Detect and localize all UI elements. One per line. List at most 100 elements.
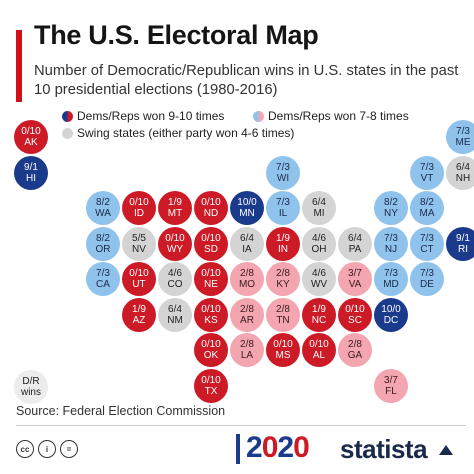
state-tile-la: 2/8 LA bbox=[230, 333, 264, 367]
state-tile-nm: 6/4 NM bbox=[158, 297, 192, 332]
state-tile-il: 7/3 IL bbox=[266, 191, 300, 225]
state-code-label: GA bbox=[347, 350, 363, 361]
state-code-label: OK bbox=[203, 350, 219, 361]
state-tile-sc: 0/10 SC bbox=[338, 297, 372, 332]
state-tile-tx: 0/10 TX bbox=[194, 368, 228, 403]
chart-title: The U.S. Electoral Map bbox=[34, 20, 319, 50]
state-code-label: HI bbox=[26, 172, 36, 184]
state-tile-mn: 10/0 MN bbox=[230, 191, 264, 225]
state-code-label: MN bbox=[239, 208, 255, 219]
statista-logo[interactable]: statista bbox=[340, 434, 428, 464]
state-code-label: NE bbox=[204, 279, 218, 290]
state-wins-label: 2/8 bbox=[276, 268, 290, 279]
legend-label-strong: Dems/Reps won 9-10 times bbox=[77, 109, 225, 123]
state-wins-label: 2/8 bbox=[276, 303, 290, 315]
state-wins-label: 6/4 bbox=[312, 197, 326, 208]
state-code-label: MI bbox=[313, 208, 325, 219]
title-accent-bar bbox=[16, 30, 22, 102]
election-year-logo: 2020 bbox=[246, 431, 310, 465]
state-code-label: MT bbox=[167, 208, 183, 219]
state-code-label: CT bbox=[420, 243, 434, 255]
state-wins-label: 9/1 bbox=[456, 232, 470, 244]
state-code-label: TN bbox=[276, 314, 290, 326]
year-digit: 2 bbox=[277, 431, 294, 464]
state-wins-label: 4/6 bbox=[168, 268, 182, 279]
value-key-line2: wins bbox=[20, 387, 41, 398]
legend-label-lean: Dems/Reps won 7-8 times bbox=[268, 109, 409, 123]
state-wins-label: 3/7 bbox=[384, 374, 398, 386]
state-wins-label: 9/1 bbox=[24, 161, 38, 173]
state-tile-az: 1/9 AZ bbox=[122, 297, 156, 332]
state-code-label: NH bbox=[455, 172, 471, 184]
state-tile-ia: 6/4 IA bbox=[230, 226, 264, 261]
state-tile-ok: 0/10 OK bbox=[194, 333, 228, 367]
state-code-label: WA bbox=[95, 208, 111, 219]
state-wins-label: 1/9 bbox=[312, 303, 326, 315]
state-code-label: SC bbox=[348, 314, 362, 326]
state-wins-label: 5/5 bbox=[132, 232, 146, 244]
state-tile-mi: 6/4 MI bbox=[302, 191, 336, 225]
state-code-label: IL bbox=[278, 208, 288, 219]
state-tile-in: 1/9 IN bbox=[266, 226, 300, 261]
state-code-label: NC bbox=[311, 314, 327, 326]
no-derivatives-icon[interactable]: = bbox=[60, 440, 78, 458]
state-tile-dc: 10/0 DC bbox=[374, 297, 408, 332]
state-code-label: ND bbox=[203, 208, 219, 219]
state-tile-ga: 2/8 GA bbox=[338, 333, 372, 367]
state-tile-ky: 2/8 KY bbox=[266, 262, 300, 296]
state-wins-label: 0/10 bbox=[273, 339, 293, 350]
state-tile-ks: 0/10 KS bbox=[194, 297, 228, 332]
state-wins-label: 0/10 bbox=[201, 232, 221, 244]
state-wins-label: 1/9 bbox=[132, 303, 146, 315]
state-tile-hi: 9/1 HI bbox=[14, 155, 48, 190]
state-wins-label: 8/2 bbox=[96, 197, 110, 208]
state-wins-label: 7/3 bbox=[96, 268, 110, 279]
state-code-label: MD bbox=[383, 279, 399, 290]
state-tile-sd: 0/10 SD bbox=[194, 226, 228, 261]
state-code-label: WV bbox=[310, 279, 328, 290]
state-wins-label: 0/10 bbox=[21, 126, 41, 137]
attribution-icon[interactable]: i bbox=[38, 440, 56, 458]
state-tile-wa: 8/2 WA bbox=[86, 191, 120, 225]
year-digit: 0 bbox=[293, 431, 310, 464]
state-code-label: UT bbox=[132, 279, 146, 290]
state-wins-label: 10/0 bbox=[381, 303, 401, 315]
state-code-label: SD bbox=[204, 243, 218, 255]
state-tile-tn: 2/8 TN bbox=[266, 297, 300, 332]
state-tile-ak: 0/10 AK bbox=[14, 120, 48, 154]
state-tile-va: 3/7 VA bbox=[338, 262, 372, 296]
state-code-label: PA bbox=[348, 243, 362, 255]
state-wins-label: 7/3 bbox=[420, 268, 434, 279]
state-code-label: RI bbox=[458, 243, 468, 255]
state-tile-vt: 7/3 VT bbox=[410, 155, 444, 190]
state-tile-ny: 8/2 NY bbox=[374, 191, 408, 225]
state-wins-label: 7/3 bbox=[276, 161, 290, 173]
state-wins-label: 8/2 bbox=[96, 232, 110, 244]
state-wins-label: 7/3 bbox=[456, 126, 470, 137]
state-wins-label: 1/9 bbox=[276, 232, 290, 244]
state-code-label: NY bbox=[384, 208, 398, 219]
state-tile-wy: 0/10 WY bbox=[158, 226, 192, 261]
state-code-label: ME bbox=[455, 137, 471, 148]
state-code-label: MA bbox=[419, 208, 435, 219]
state-code-label: FL bbox=[385, 385, 397, 397]
state-tile-ct: 7/3 CT bbox=[410, 226, 444, 261]
state-tile-or: 8/2 OR bbox=[86, 226, 120, 261]
state-tile-co: 4/6 CO bbox=[158, 262, 192, 296]
legend-label-swing: Swing states (either party won 4-6 times… bbox=[77, 126, 295, 140]
state-code-label: AZ bbox=[132, 314, 146, 326]
state-wins-label: 6/4 bbox=[168, 303, 182, 315]
state-tile-ne: 0/10 NE bbox=[194, 262, 228, 296]
state-wins-label: 8/2 bbox=[420, 197, 434, 208]
state-code-label: VA bbox=[348, 279, 362, 290]
state-wins-label: 7/3 bbox=[384, 232, 398, 244]
state-code-label: ID bbox=[134, 208, 144, 219]
state-wins-label: 6/4 bbox=[240, 232, 254, 244]
legend-item-swing: Swing states (either party won 4-6 times… bbox=[62, 126, 294, 140]
state-wins-label: 2/8 bbox=[240, 339, 254, 350]
state-tile-md: 7/3 MD bbox=[374, 262, 408, 296]
state-tile-de: 7/3 DE bbox=[410, 262, 444, 296]
source-note: Source: Federal Election Commission bbox=[16, 404, 226, 418]
cc-license-icon[interactable]: cc bbox=[16, 440, 34, 458]
state-wins-label: 10/0 bbox=[237, 197, 257, 208]
